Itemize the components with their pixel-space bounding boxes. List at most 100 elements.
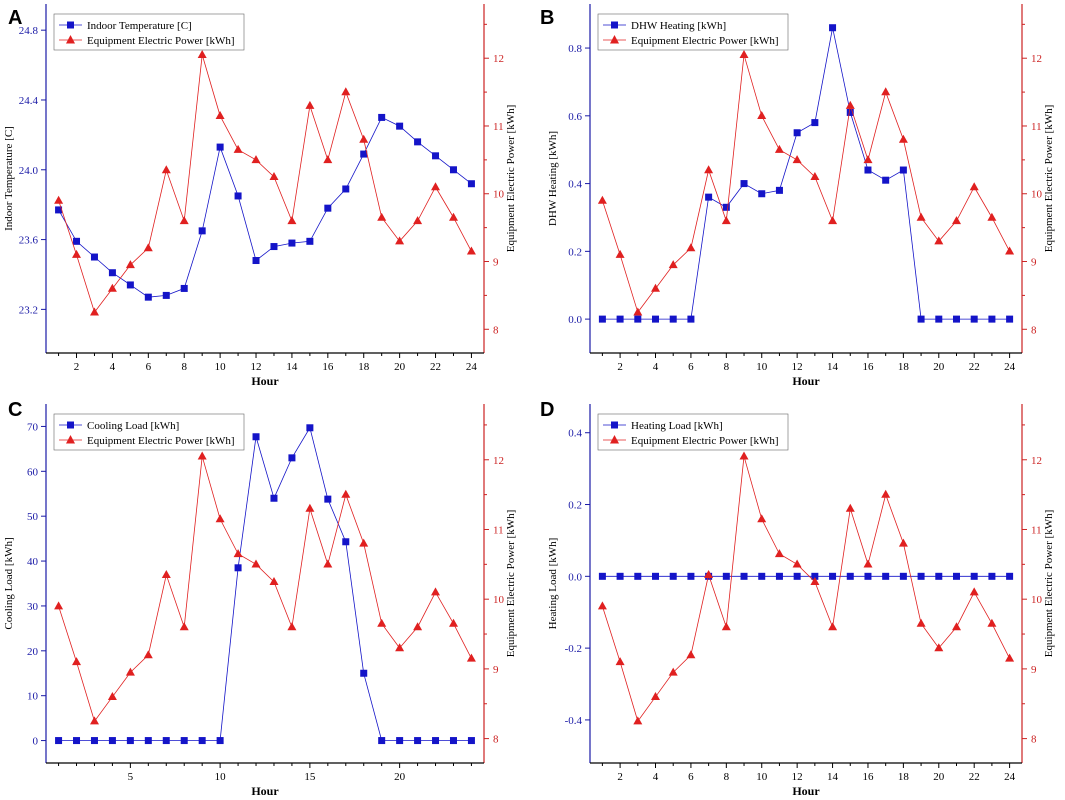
data-point-triangle xyxy=(881,87,891,96)
legend-box xyxy=(53,413,245,451)
data-point-triangle xyxy=(845,100,855,109)
legend-label: Equipment Electric Power [kWh] xyxy=(631,435,779,447)
panel-label: A xyxy=(8,7,22,29)
data-point-square xyxy=(396,737,404,745)
data-point-square xyxy=(722,572,730,580)
y-left-axis-label: Heating Load [kWh] xyxy=(547,538,559,630)
data-point-triangle xyxy=(668,260,678,269)
y-left-tick-label: 0.4 xyxy=(568,428,582,440)
data-point-square xyxy=(829,572,837,580)
data-point-square xyxy=(288,239,296,247)
x-tick-label: 2 xyxy=(617,771,623,783)
data-point-square xyxy=(864,166,872,174)
data-point-triangle xyxy=(810,577,820,585)
data-point-square xyxy=(180,284,188,292)
legend-marker-square xyxy=(611,421,618,429)
x-tick-label: 12 xyxy=(792,771,803,783)
x-tick-label: 15 xyxy=(304,771,316,783)
data-point-square xyxy=(917,572,925,580)
data-point-triangle xyxy=(125,260,135,269)
data-point-triangle xyxy=(969,587,979,596)
data-point-triangle xyxy=(179,216,189,225)
data-point-square xyxy=(775,572,783,580)
data-point-triangle xyxy=(233,549,243,558)
x-tick-label: 10 xyxy=(215,771,227,783)
data-point-square xyxy=(634,572,642,580)
data-point-square xyxy=(126,281,134,289)
y-left-tick-label: 0.8 xyxy=(568,43,582,55)
data-point-square xyxy=(811,572,819,580)
data-point-square xyxy=(467,737,475,745)
y-right-axis-label: Equipment Electric Power [kWh] xyxy=(505,105,517,253)
data-point-triangle xyxy=(934,643,944,652)
y-right-tick-label: 9 xyxy=(1031,257,1037,269)
data-point-square xyxy=(432,152,440,160)
legend-box xyxy=(597,413,789,451)
data-point-square xyxy=(252,433,260,441)
data-point-triangle xyxy=(1005,653,1015,662)
data-point-square xyxy=(73,737,81,745)
y-left-axis-label: Indoor Temperature [C] xyxy=(3,126,15,231)
data-point-triangle xyxy=(395,643,405,652)
data-point-square xyxy=(55,206,63,214)
legend-marker-triangle xyxy=(66,435,75,444)
data-point-square xyxy=(917,315,925,323)
y-right-tick-label: 10 xyxy=(493,594,505,606)
data-point-triangle xyxy=(792,155,802,164)
legend-label: Equipment Electric Power [kWh] xyxy=(87,35,235,47)
data-point-square xyxy=(342,538,350,546)
data-point-triangle xyxy=(269,172,279,180)
y-left-tick-label: 50 xyxy=(27,511,39,523)
data-point-triangle xyxy=(739,50,749,58)
data-point-square xyxy=(634,315,642,323)
data-point-square xyxy=(970,315,978,323)
y-right-tick-label: 8 xyxy=(493,734,499,746)
y-right-tick-label: 11 xyxy=(1031,121,1042,133)
legend-label: Heating Load [kWh] xyxy=(631,420,723,432)
y-left-axis-label: Cooling Load [kWh] xyxy=(3,537,15,629)
data-point-square xyxy=(216,737,224,745)
x-tick-label: 12 xyxy=(251,361,262,373)
data-point-square xyxy=(1006,315,1014,323)
x-tick-label: 12 xyxy=(792,361,803,373)
data-point-triangle xyxy=(395,236,405,245)
data-point-triangle xyxy=(341,489,351,498)
data-point-square xyxy=(952,572,960,580)
data-point-triangle xyxy=(305,100,315,109)
data-point-triangle xyxy=(739,451,749,460)
y-left-tick-label: 0.0 xyxy=(568,571,582,583)
data-point-triangle xyxy=(633,307,643,316)
data-point-triangle xyxy=(721,216,731,225)
data-point-square xyxy=(935,315,943,323)
data-point-triangle xyxy=(1005,246,1015,255)
data-point-square xyxy=(198,227,206,235)
legend-label: DHW Heating [kWh] xyxy=(631,20,726,32)
chart-panel-c: C 5 10 15 20 Hour 0 10 20 30 40 50 60 70 8 9 10 11 12 Cooli… xyxy=(3,399,517,798)
x-tick-label: 10 xyxy=(215,361,227,373)
data-point-square xyxy=(270,243,278,251)
data-point-square xyxy=(288,454,296,462)
y-left-tick-label: 0.6 xyxy=(568,111,582,123)
data-point-triangle xyxy=(686,650,696,659)
series-line-primary xyxy=(602,27,1010,320)
data-point-triangle xyxy=(107,283,117,292)
x-tick-label: 16 xyxy=(322,361,334,373)
data-point-square xyxy=(899,166,907,174)
data-point-triangle xyxy=(757,514,767,523)
data-point-square xyxy=(882,572,890,580)
data-point-square xyxy=(180,737,188,745)
data-point-triangle xyxy=(615,657,625,666)
data-point-square xyxy=(616,572,624,580)
chart-panel-a: A2 4 6 8 10 12 14 16 18 20 22 24Hour23.223.624.024.… xyxy=(3,4,517,388)
data-point-triangle xyxy=(828,216,838,225)
data-point-square xyxy=(864,572,872,580)
x-tick-label: 22 xyxy=(969,771,980,783)
data-point-triangle xyxy=(251,155,261,164)
data-point-triangle xyxy=(161,570,171,578)
data-point-square xyxy=(846,108,854,116)
data-point-square xyxy=(669,315,677,323)
x-tick-label: 10 xyxy=(756,361,768,373)
data-point-square xyxy=(360,669,368,677)
data-point-square xyxy=(55,737,63,745)
x-axis-label: Hour xyxy=(792,374,820,388)
